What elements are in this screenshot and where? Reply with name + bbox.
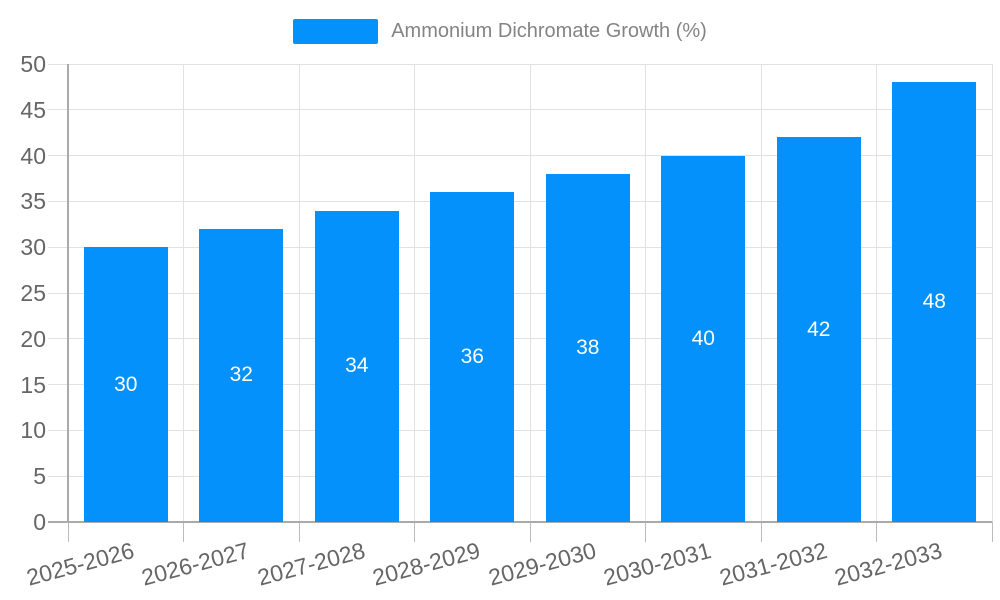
- bar[interactable]: [545, 173, 630, 522]
- bar-value-label: 30: [114, 372, 138, 396]
- bar[interactable]: [892, 82, 977, 522]
- h-gridline: [48, 246, 992, 248]
- y-axis-tick-label: 15: [20, 371, 46, 398]
- x-axis-tick: [183, 522, 184, 542]
- y-axis-tick-label: 25: [20, 280, 46, 306]
- x-axis-label: 2032-2033: [831, 537, 945, 591]
- y-axis-tick-label: 0: [33, 509, 46, 535]
- h-gridline: [48, 63, 992, 65]
- v-gridline: [991, 64, 993, 522]
- h-gridline: [48, 475, 992, 477]
- y-axis-tick-label: 5: [33, 463, 46, 490]
- v-gridline: [876, 64, 877, 522]
- legend-marker-swatch: [293, 19, 379, 44]
- x-axis-label: 2030-2031: [600, 537, 714, 591]
- x-axis-label: 2029-2030: [485, 537, 599, 591]
- bar-value-label: 38: [576, 335, 600, 359]
- x-axis-label: 2026-2027: [138, 537, 252, 591]
- x-axis-tick: [991, 522, 993, 542]
- bar-value-label: 42: [807, 317, 831, 341]
- h-gridline: [48, 109, 992, 111]
- bar[interactable]: [314, 210, 399, 522]
- bar-value-label: 40: [691, 326, 715, 350]
- x-axis-tick: [876, 522, 877, 542]
- bar[interactable]: [430, 192, 515, 522]
- bar[interactable]: [776, 137, 861, 522]
- v-gridline: [298, 64, 300, 522]
- x-axis-tick: [298, 522, 300, 542]
- y-axis-tick-label: 30: [20, 234, 46, 261]
- h-gridline: [48, 200, 992, 202]
- x-axis-tick: [760, 522, 762, 542]
- legend[interactable]: Ammonium Dichromate Growth (%): [0, 19, 1000, 44]
- y-axis-tick-label: 35: [20, 188, 46, 215]
- y-axis-tick-label: 45: [20, 96, 46, 123]
- v-gridline: [760, 64, 762, 522]
- x-axis-label: 2027-2028: [254, 537, 368, 591]
- v-gridline: [414, 64, 415, 522]
- y-axis-tick-label: 10: [20, 417, 46, 444]
- h-gridline: [48, 338, 992, 340]
- bar-value-label: 36: [460, 345, 484, 369]
- y-axis-line: [67, 64, 69, 522]
- x-axis-tick: [67, 522, 69, 542]
- v-gridline: [529, 64, 531, 522]
- bar[interactable]: [661, 155, 746, 522]
- x-axis-label: 2025-2026: [23, 537, 137, 591]
- v-gridline: [183, 64, 184, 522]
- h-gridline: [48, 429, 992, 431]
- x-axis-label: 2028-2029: [369, 537, 483, 591]
- bar-value-label: 48: [922, 290, 946, 314]
- h-gridline: [48, 384, 992, 386]
- x-axis-tick: [414, 522, 415, 542]
- bar-value-label: 34: [345, 354, 369, 378]
- bar-value-label: 32: [229, 363, 253, 387]
- x-axis-tick: [529, 522, 531, 542]
- x-axis-label: 2031-2032: [716, 537, 830, 591]
- y-axis-tick-label: 40: [20, 142, 46, 169]
- bar[interactable]: [83, 247, 168, 522]
- v-gridline: [645, 64, 646, 522]
- x-axis-line: [48, 521, 992, 523]
- h-gridline: [48, 292, 992, 294]
- x-axis-tick: [645, 522, 646, 542]
- y-axis-tick-label: 50: [20, 51, 46, 77]
- bar[interactable]: [199, 228, 284, 522]
- y-axis-tick-label: 20: [20, 325, 46, 352]
- legend-label: Ammonium Dichromate Growth (%): [391, 20, 707, 42]
- h-gridline: [48, 155, 992, 157]
